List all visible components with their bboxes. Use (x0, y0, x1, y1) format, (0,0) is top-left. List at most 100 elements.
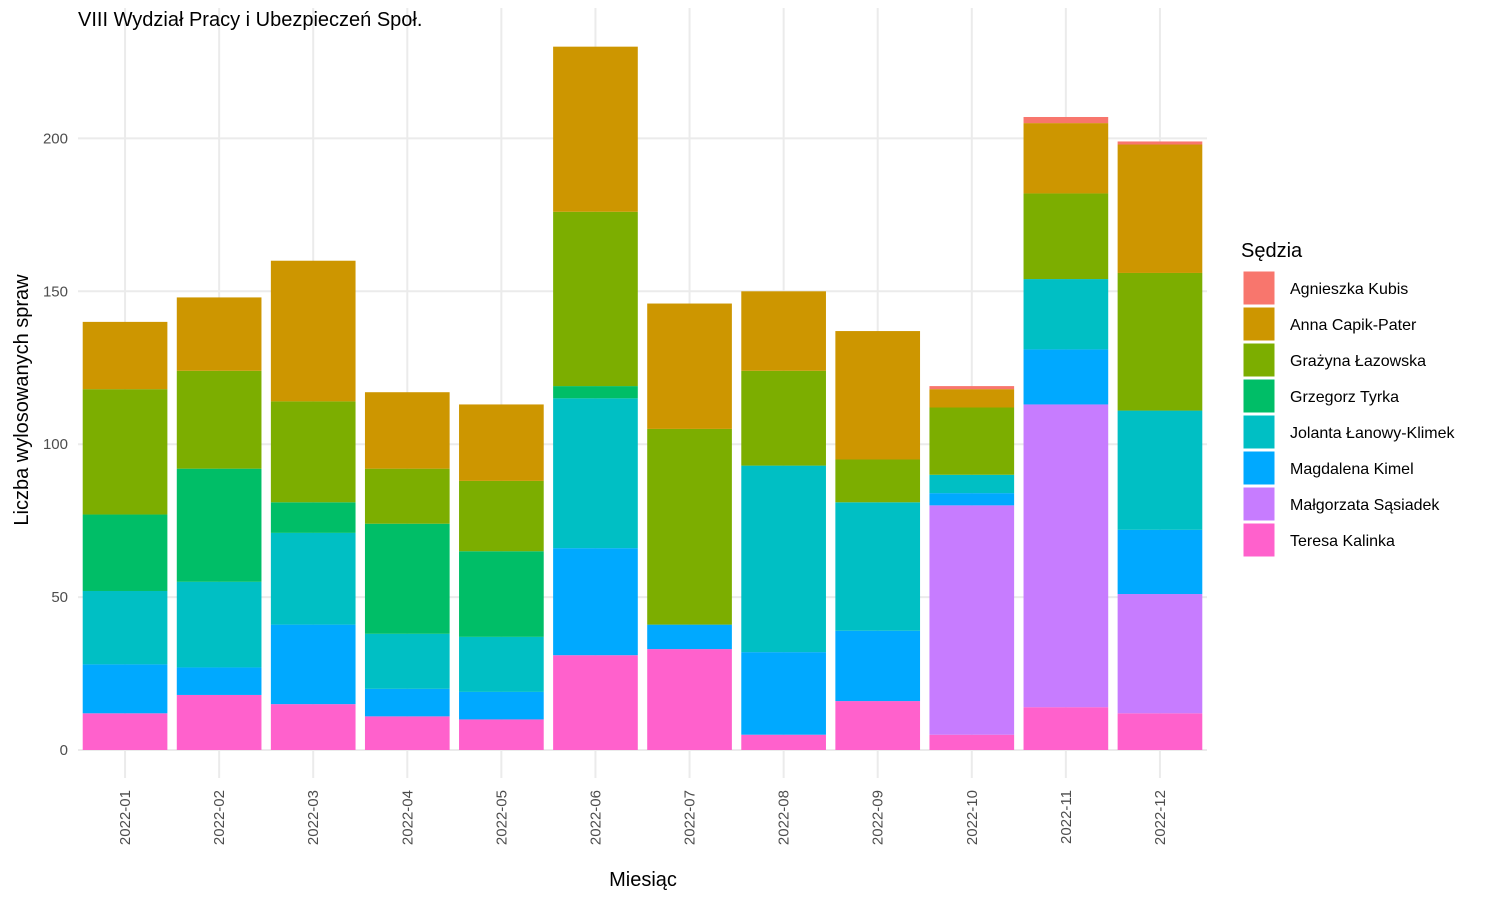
y-tick-label: 50 (51, 589, 68, 606)
bar-segment (1023, 404, 1109, 708)
x-tick-label: 2022-09 (870, 790, 887, 845)
bar-segment (647, 649, 732, 750)
legend-label: Jolanta Łanowy-Klimek (1290, 425, 1456, 442)
x-axis-ticks: 2022-01 2022-02 2022-03 2022-04 2022-05 2022-… (117, 790, 1169, 845)
bar-segment (364, 633, 450, 689)
bar-segment (459, 719, 544, 750)
bar-segment (1023, 193, 1109, 280)
bar-segment (364, 523, 450, 634)
y-tick-label: 0 (60, 742, 68, 759)
bar-segment (553, 211, 638, 387)
legend-label: Magdalena Kimel (1290, 461, 1414, 478)
bar-segment (459, 551, 544, 637)
bar-segment (741, 465, 826, 653)
bar-segment (82, 590, 168, 665)
bar-segment (835, 459, 921, 503)
bar-segment (176, 667, 262, 695)
legend-label: Grażyna Łazowska (1290, 353, 1426, 370)
y-tick-label: 200 (43, 130, 68, 147)
bar-segment (270, 532, 356, 625)
bar-segment (1023, 123, 1109, 194)
bar-segment (553, 548, 638, 656)
bar-segment (1117, 144, 1203, 273)
bar-segment (835, 331, 921, 460)
bar-segment (1117, 529, 1203, 595)
legend-label: Agnieszka Kubis (1290, 281, 1408, 298)
bar-segment (553, 386, 638, 399)
legend-items: Agnieszka Kubis Anna Capik-Pater Grażyna Ł… (1242, 270, 1456, 558)
bar-segment (82, 514, 168, 591)
bar-segment (176, 297, 262, 371)
x-tick-label: 2022-04 (399, 790, 416, 845)
bar-segment (553, 398, 638, 549)
bar-segment (835, 502, 921, 631)
x-tick-label: 2022-03 (305, 790, 322, 845)
bar-segment (741, 291, 826, 371)
bar-segment (82, 713, 168, 750)
bar-segment (929, 734, 1015, 750)
bar-segment (929, 386, 1015, 390)
bar-segment (1023, 116, 1109, 124)
x-tick-label: 2022-08 (776, 790, 793, 845)
bar-segment (270, 260, 356, 402)
bar-segment (270, 624, 356, 705)
bar-segment (270, 502, 356, 533)
bar-segment (647, 428, 732, 625)
legend-label: Anna Capik-Pater (1290, 317, 1417, 334)
legend-swatch (1242, 450, 1276, 486)
bar-segment (835, 630, 921, 702)
y-tick-label: 150 (43, 283, 68, 300)
bar-segment (741, 734, 826, 750)
bar-segment (1023, 707, 1109, 750)
legend-swatch (1242, 306, 1276, 342)
x-tick-label: 2022-05 (493, 790, 510, 845)
legend: Sędzia Agnieszka Kubis Anna Capik-Pater Gr… (1241, 240, 1456, 558)
bar-segment (1117, 272, 1203, 411)
bar-segment (647, 303, 732, 429)
bar-segment (647, 624, 732, 650)
bar-segment (270, 401, 356, 503)
x-tick-label: 2022-10 (964, 790, 981, 845)
bar-segment (270, 704, 356, 750)
bar-segment (364, 716, 450, 750)
bar-segment (741, 652, 826, 735)
bar-segment (1023, 279, 1109, 350)
bar-segment (176, 581, 262, 668)
legend-swatch (1242, 342, 1276, 378)
bar-segment (553, 655, 638, 750)
bar-segment (1117, 410, 1203, 530)
bar-segment (459, 691, 544, 720)
legend-label: Małgorzata Sąsiadek (1290, 497, 1440, 514)
bar-segment (929, 493, 1015, 506)
bar-segment (1117, 713, 1203, 750)
bar-segment (459, 480, 544, 552)
bar-segment (82, 389, 168, 515)
bar-segment (364, 688, 450, 717)
bar-segment (741, 370, 826, 466)
bar-segment (1117, 141, 1203, 145)
chart-title: VIII Wydział Pracy i Ubezpieczeń Społ. (78, 9, 422, 31)
bar-segment (929, 389, 1015, 408)
x-tick-label: 2022-11 (1058, 790, 1075, 844)
bar-segment (364, 468, 450, 524)
x-tick-label: 2022-06 (587, 790, 604, 845)
legend-swatch (1242, 270, 1276, 306)
y-axis-ticks: 0 50 100 150 200 (43, 130, 68, 759)
bars (82, 46, 1203, 750)
bar-segment (929, 505, 1015, 735)
bar-segment (459, 404, 544, 481)
bar-segment (176, 694, 262, 750)
legend-swatch (1242, 522, 1276, 558)
y-tick-label: 100 (43, 436, 68, 453)
bar-segment (82, 664, 168, 714)
x-tick-label: 2022-07 (682, 790, 699, 845)
legend-swatch (1242, 378, 1276, 414)
bar-segment (82, 321, 168, 390)
bar-segment (835, 701, 921, 750)
x-axis-title: Miesiąc (609, 869, 677, 891)
x-tick-label: 2022-12 (1152, 790, 1169, 845)
bar-segment (459, 636, 544, 692)
bar-segment (176, 370, 262, 469)
bar-segment (1023, 349, 1109, 405)
